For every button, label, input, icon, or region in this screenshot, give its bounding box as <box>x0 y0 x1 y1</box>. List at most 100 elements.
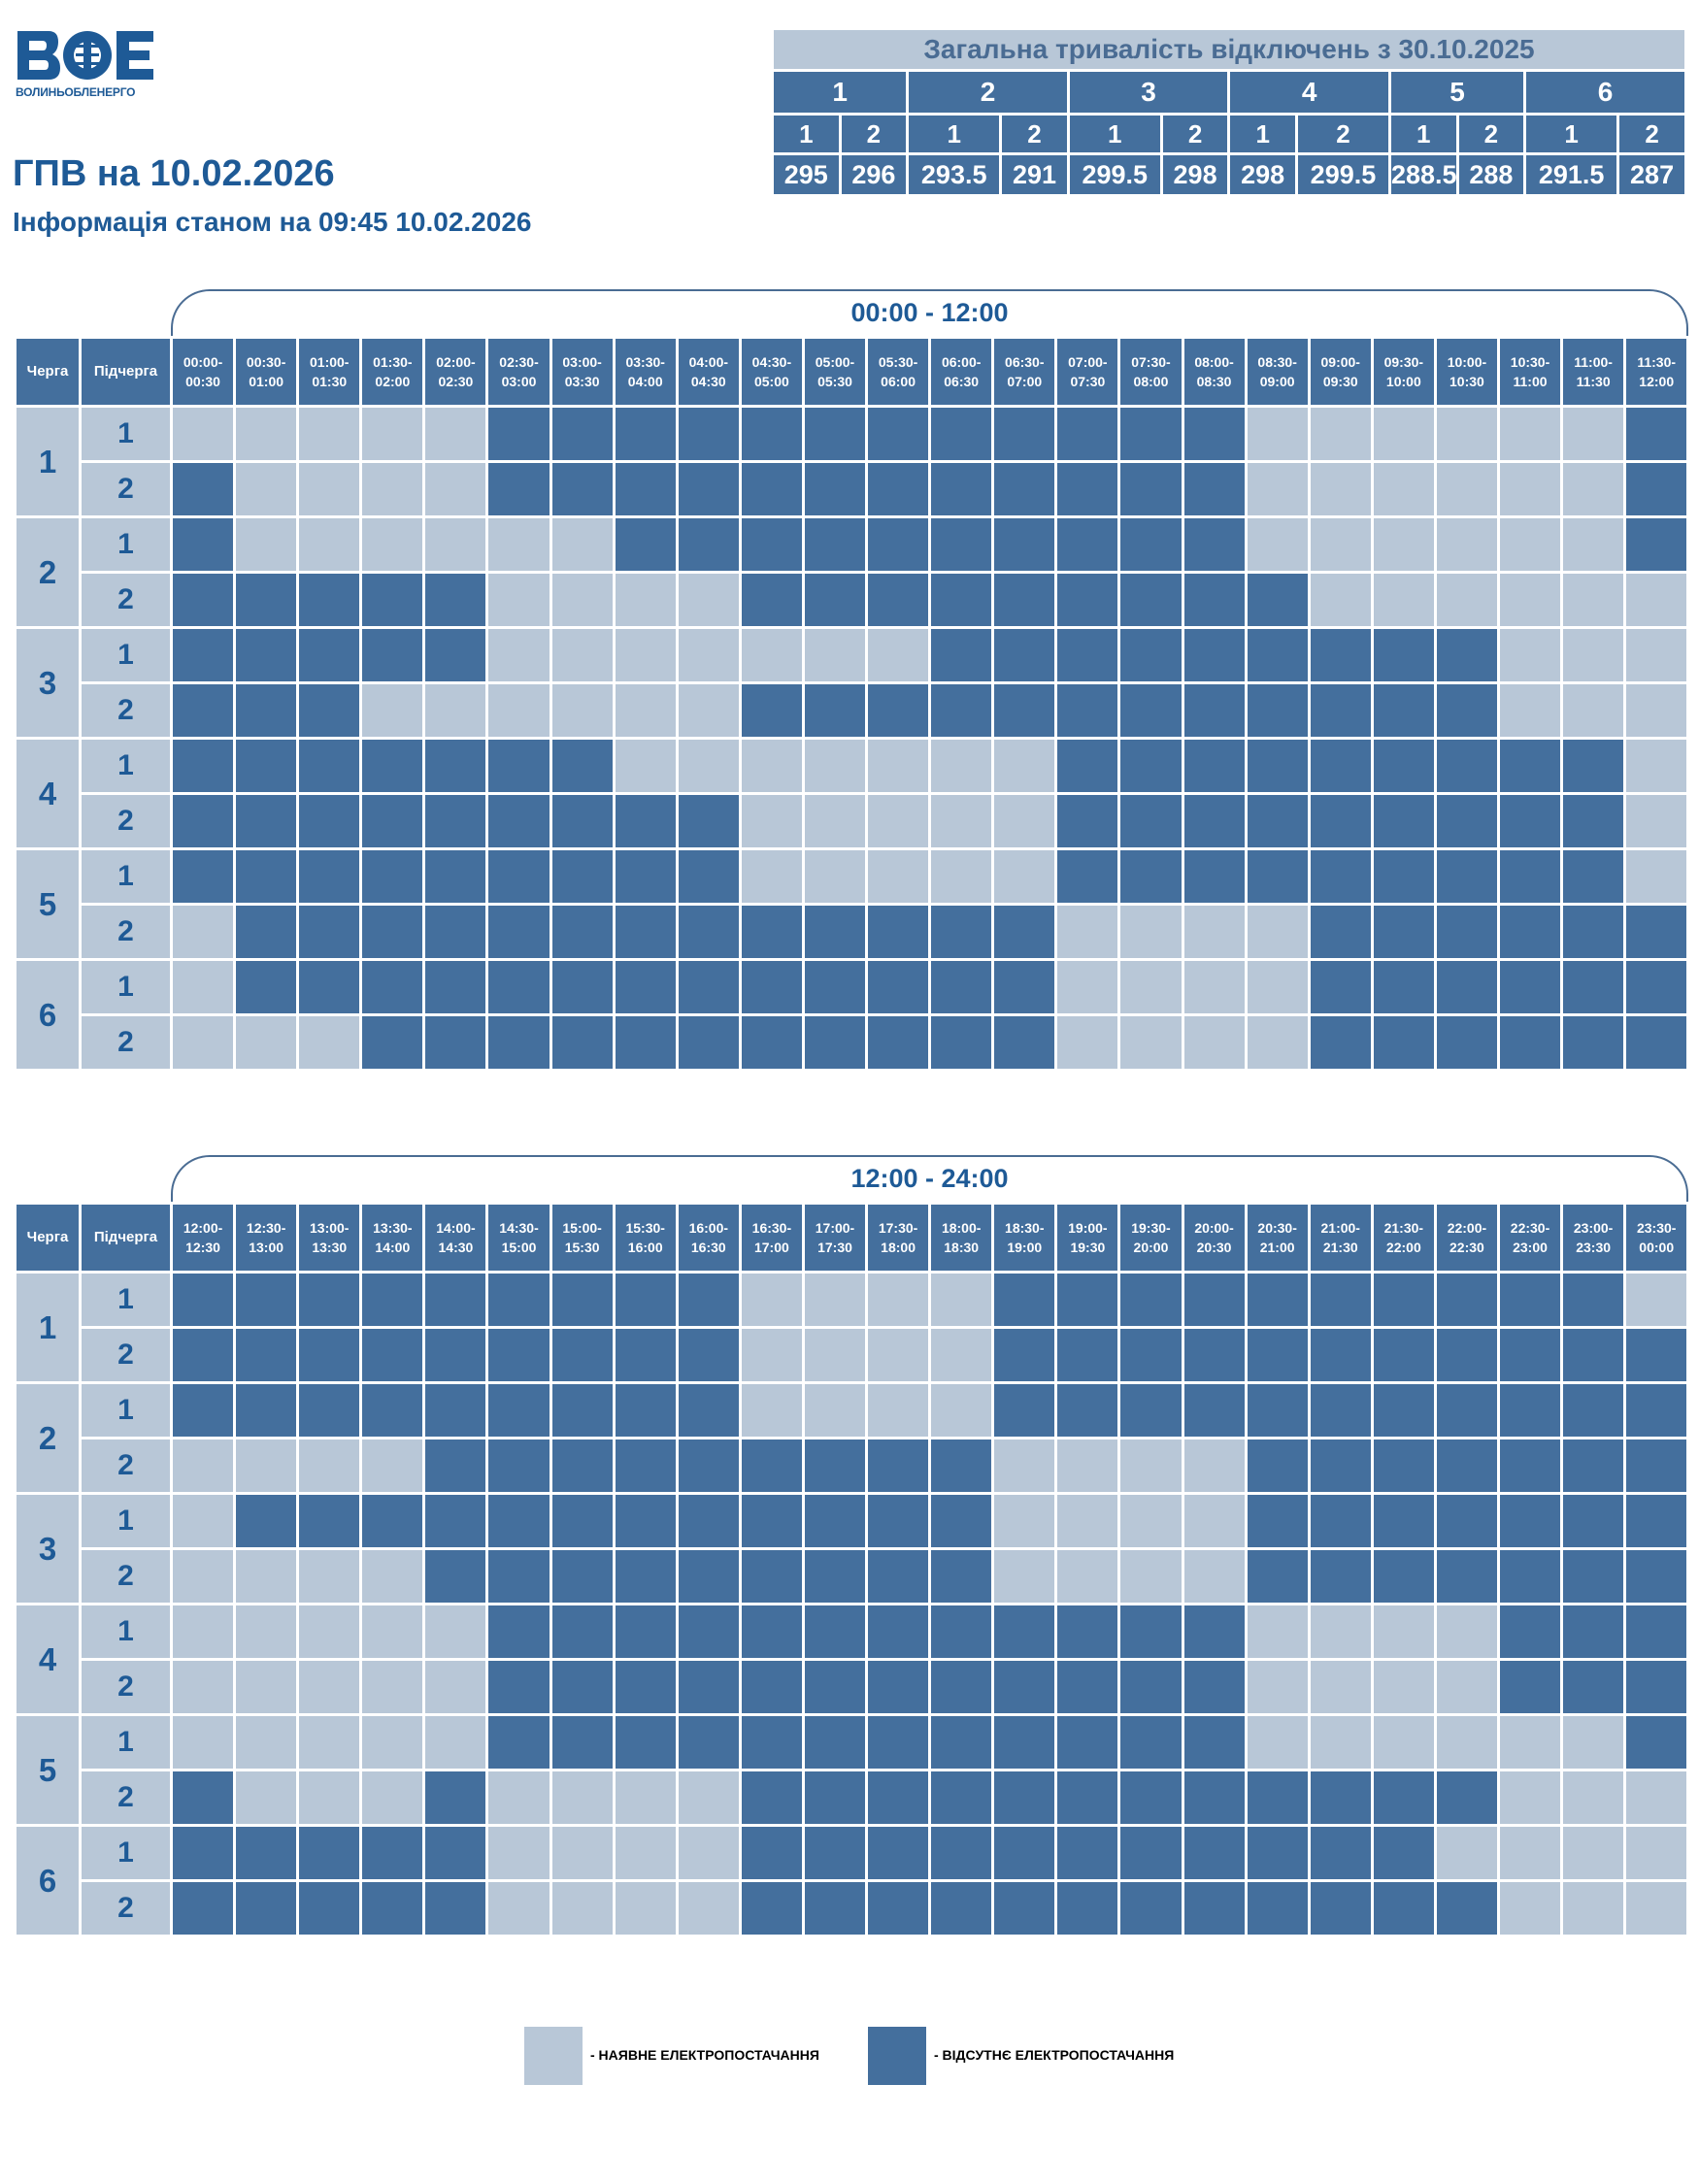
schedule-row: 2 <box>16 1326 1690 1384</box>
time-slot-end: 10:30 <box>1449 374 1484 389</box>
slot-power-available <box>865 792 932 850</box>
time-slot-start: 09:00- <box>1320 354 1360 370</box>
slot-power-absent <box>1307 1824 1374 1882</box>
slot-power-absent <box>1244 1326 1311 1384</box>
summary-subqueue-header: 2 <box>1616 113 1687 155</box>
time-slot-end: 16:30 <box>690 1240 726 1255</box>
slot-power-absent <box>991 405 1058 463</box>
slot-power-available <box>865 1326 932 1384</box>
slot-power-absent <box>1370 1492 1437 1550</box>
slot-power-available <box>1307 405 1374 463</box>
time-slot-start: 08:00- <box>1194 354 1234 370</box>
slot-power-absent <box>612 958 679 1016</box>
slot-power-absent <box>928 1824 995 1882</box>
slot-power-absent <box>1117 792 1184 850</box>
time-slot-end: 05:00 <box>753 374 789 389</box>
schedule-row: 2 <box>16 1437 1690 1495</box>
slot-power-absent <box>738 515 805 574</box>
time-slot-start: 18:30- <box>1005 1220 1045 1236</box>
slot-power-available <box>612 1879 679 1937</box>
slot-power-absent <box>1117 460 1184 518</box>
slot-power-available <box>1117 1547 1184 1605</box>
slot-power-absent <box>675 1437 742 1495</box>
slot-power-available <box>359 1547 426 1605</box>
slot-power-absent <box>1560 1658 1627 1716</box>
slot-power-absent <box>612 1492 679 1550</box>
slot-power-absent <box>422 1381 489 1439</box>
subqueue-number: 2 <box>79 792 173 850</box>
slot-power-absent <box>1181 792 1248 850</box>
slot-power-absent <box>1623 1658 1690 1716</box>
slot-power-absent <box>865 460 932 518</box>
time-slot-header: 10:30- 11:00 <box>1496 336 1564 408</box>
slot-power-absent <box>1117 1879 1184 1937</box>
time-slot-header: 22:30- 23:00 <box>1496 1202 1564 1274</box>
slot-power-absent <box>422 1824 489 1882</box>
slot-power-absent <box>485 792 552 850</box>
slot-power-available <box>1560 405 1627 463</box>
slot-power-available <box>549 681 616 740</box>
slot-power-absent <box>1496 847 1564 906</box>
time-slot-start: 03:00- <box>562 354 602 370</box>
slot-power-absent <box>1307 958 1374 1016</box>
slot-power-absent <box>865 1879 932 1937</box>
slot-power-absent <box>169 792 237 850</box>
slot-power-absent <box>1244 847 1311 906</box>
slot-power-absent <box>738 1547 805 1605</box>
slot-power-absent <box>485 1013 552 1072</box>
slot-power-available <box>549 1769 616 1827</box>
slot-power-absent <box>1244 1437 1311 1495</box>
time-slot-end: 13:30 <box>312 1240 348 1255</box>
slot-power-absent <box>801 1824 869 1882</box>
summary-duration-value: 291 <box>999 152 1070 197</box>
slot-power-available <box>1307 571 1374 629</box>
slot-power-available <box>1496 681 1564 740</box>
slot-power-absent <box>928 515 995 574</box>
slot-power-absent <box>1623 1013 1690 1072</box>
slot-power-absent <box>1181 1603 1248 1661</box>
slot-power-absent <box>422 1013 489 1072</box>
slot-power-available <box>1370 1658 1437 1716</box>
slot-power-absent <box>865 903 932 961</box>
slot-power-absent <box>422 1492 489 1550</box>
slot-power-available <box>1054 958 1121 1016</box>
slot-power-absent <box>1244 1492 1311 1550</box>
slot-power-absent <box>991 1824 1058 1882</box>
slot-power-absent <box>612 1437 679 1495</box>
slot-power-absent <box>928 1492 995 1550</box>
slot-power-absent <box>1623 515 1690 574</box>
time-slot-start: 07:30- <box>1131 354 1171 370</box>
time-slot-header: 00:00- 00:30 <box>169 336 237 408</box>
slot-power-absent <box>991 681 1058 740</box>
slot-power-absent <box>1307 1547 1374 1605</box>
time-slot-start: 11:00- <box>1574 354 1613 370</box>
slot-power-absent <box>865 1658 932 1716</box>
slot-power-absent <box>1054 405 1121 463</box>
slot-power-available <box>169 1658 237 1716</box>
time-slot-header: 10:00- 10:30 <box>1433 336 1500 408</box>
slot-power-absent <box>1307 792 1374 850</box>
time-slot-end: 11:30 <box>1576 374 1611 389</box>
outage-duration-summary-table: Загальна тривалість відключень з 30.10.2… <box>770 27 1687 197</box>
slot-power-absent <box>1181 1769 1248 1827</box>
slot-power-absent <box>991 1013 1058 1072</box>
slot-power-absent <box>738 1013 805 1072</box>
queue-number: 4 <box>14 737 82 850</box>
slot-power-available <box>422 1658 489 1716</box>
slot-power-available <box>1307 1658 1374 1716</box>
slot-power-absent <box>1496 1547 1564 1605</box>
slot-power-absent <box>549 903 616 961</box>
slot-power-absent <box>296 1381 363 1439</box>
subqueue-number: 1 <box>79 1603 173 1661</box>
queue-number: 2 <box>14 1381 82 1495</box>
slot-power-absent <box>1623 903 1690 961</box>
slot-power-absent <box>738 681 805 740</box>
slot-power-absent <box>612 1381 679 1439</box>
slot-power-absent <box>169 1769 237 1827</box>
time-slot-start: 12:30- <box>246 1220 286 1236</box>
slot-power-available <box>1244 515 1311 574</box>
slot-power-available <box>233 1769 300 1827</box>
time-slot-start: 05:00- <box>815 354 855 370</box>
slot-power-absent <box>1181 571 1248 629</box>
slot-power-absent <box>296 681 363 740</box>
